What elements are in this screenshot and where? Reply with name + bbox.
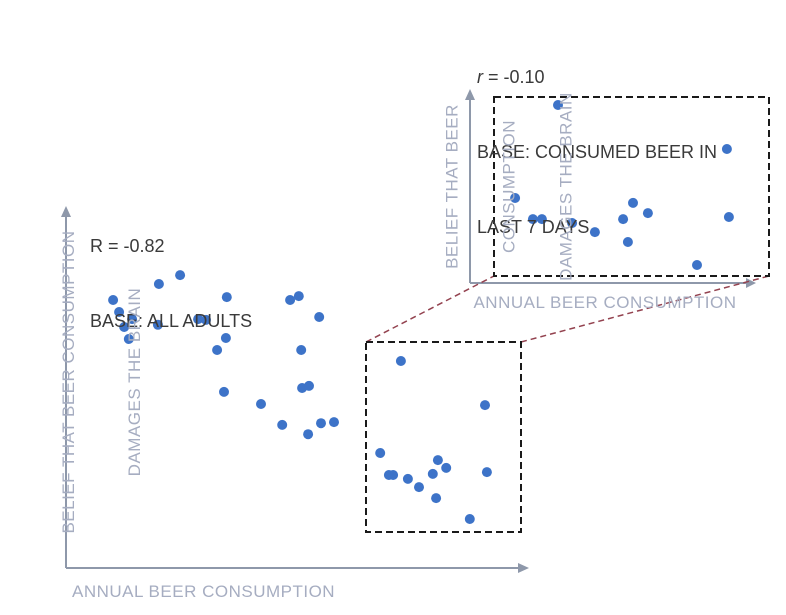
inset-x-axis-arrow-icon xyxy=(746,278,756,288)
main-y-axis-label-line2: DAMAGES THE BRAIN xyxy=(125,287,144,477)
inset-r-value: = -0.10 xyxy=(483,67,545,87)
inset-base-text-line2: LAST 7 DAYS xyxy=(477,217,590,237)
data-point xyxy=(314,312,325,322)
inset-y-axis-label-line2: CONSUMPTION xyxy=(499,120,519,253)
data-point xyxy=(221,292,232,303)
data-point xyxy=(414,482,424,493)
data-point xyxy=(618,214,629,225)
data-point xyxy=(589,227,600,238)
inset-y-axis-label-line3: DAMAGES THE BRAIN xyxy=(556,92,576,281)
data-point xyxy=(388,470,399,480)
data-point xyxy=(153,279,164,289)
data-point xyxy=(553,100,563,110)
data-point xyxy=(175,270,186,281)
main-x-axis-arrow-icon xyxy=(518,563,529,573)
data-point xyxy=(329,417,339,428)
inset-y-axis-label-line1: BELIEF THAT BEER xyxy=(442,104,462,269)
data-point xyxy=(285,295,296,305)
data-point xyxy=(464,514,475,524)
data-point xyxy=(427,468,438,479)
main-y-axis-arrow-icon xyxy=(61,206,71,217)
data-point xyxy=(375,448,386,458)
data-point xyxy=(212,345,223,355)
inset-axes xyxy=(465,89,756,288)
zoom-connector-right xyxy=(520,275,770,343)
data-point xyxy=(642,208,653,219)
data-point xyxy=(432,455,443,466)
data-point xyxy=(293,291,304,302)
data-point xyxy=(316,418,326,429)
data-point xyxy=(296,345,307,355)
inset-base-text-line1: BASE: CONSUMED BEER IN xyxy=(477,142,718,162)
data-point xyxy=(480,400,490,411)
data-point xyxy=(567,218,578,228)
inset-scatter-points xyxy=(510,100,734,270)
data-point xyxy=(431,493,442,504)
data-point xyxy=(304,380,314,391)
data-point xyxy=(193,314,204,325)
main-x-axis-label: ANNUAL BEER CONSUMPTION xyxy=(72,582,336,601)
data-point xyxy=(692,260,702,270)
data-point xyxy=(219,386,229,397)
main-y-axis-label-line1: BELIEF THAT BEER CONSUMPTION xyxy=(59,230,78,534)
data-point xyxy=(123,334,134,344)
main-annotation: R = -0.82 BASE: ALL ADULTS xyxy=(90,184,252,384)
zoom-connector-left xyxy=(365,275,495,343)
data-point xyxy=(114,307,125,317)
data-point xyxy=(622,237,633,247)
main-base-text: BASE: ALL ADULTS xyxy=(90,311,253,331)
data-point xyxy=(220,333,231,343)
data-point xyxy=(108,295,119,305)
data-point xyxy=(721,144,732,154)
inset-correlation-text: r = -0.10 xyxy=(477,65,717,90)
inset-r-symbol: r xyxy=(477,67,483,87)
data-point xyxy=(303,429,314,440)
inset-x-axis-label: ANNUAL BEER CONSUMPTION xyxy=(473,293,737,312)
data-point xyxy=(119,322,130,332)
data-point xyxy=(723,212,734,222)
data-point xyxy=(277,419,288,430)
data-point xyxy=(536,214,547,225)
data-point xyxy=(481,467,492,478)
inset-border-box xyxy=(493,96,770,277)
inset-y-axis-arrow-icon xyxy=(465,89,475,100)
inset-y-axis-label: BELIEF THAT BEER CONSUMPTION DAMAGES THE… xyxy=(405,87,576,287)
main-scatter-points xyxy=(108,270,492,524)
main-y-axis-label: BELIEF THAT BEER CONSUMPTION DAMAGES THE… xyxy=(14,217,144,547)
data-point xyxy=(256,399,266,409)
data-point xyxy=(395,356,406,366)
data-point xyxy=(510,193,521,203)
inset-annotation: r = -0.10 BASE: CONSUMED BEER IN LAST 7 … xyxy=(477,15,717,290)
data-point xyxy=(127,314,138,325)
data-point xyxy=(201,314,211,325)
main-axes xyxy=(61,206,529,573)
zoom-connectors xyxy=(365,275,770,343)
main-correlation-text: R = -0.82 xyxy=(90,236,165,256)
data-point xyxy=(441,462,452,473)
data-point xyxy=(628,197,638,208)
main-zoom-region-box xyxy=(365,341,522,533)
data-point xyxy=(152,319,163,330)
data-point xyxy=(402,473,413,484)
data-point xyxy=(527,214,538,225)
